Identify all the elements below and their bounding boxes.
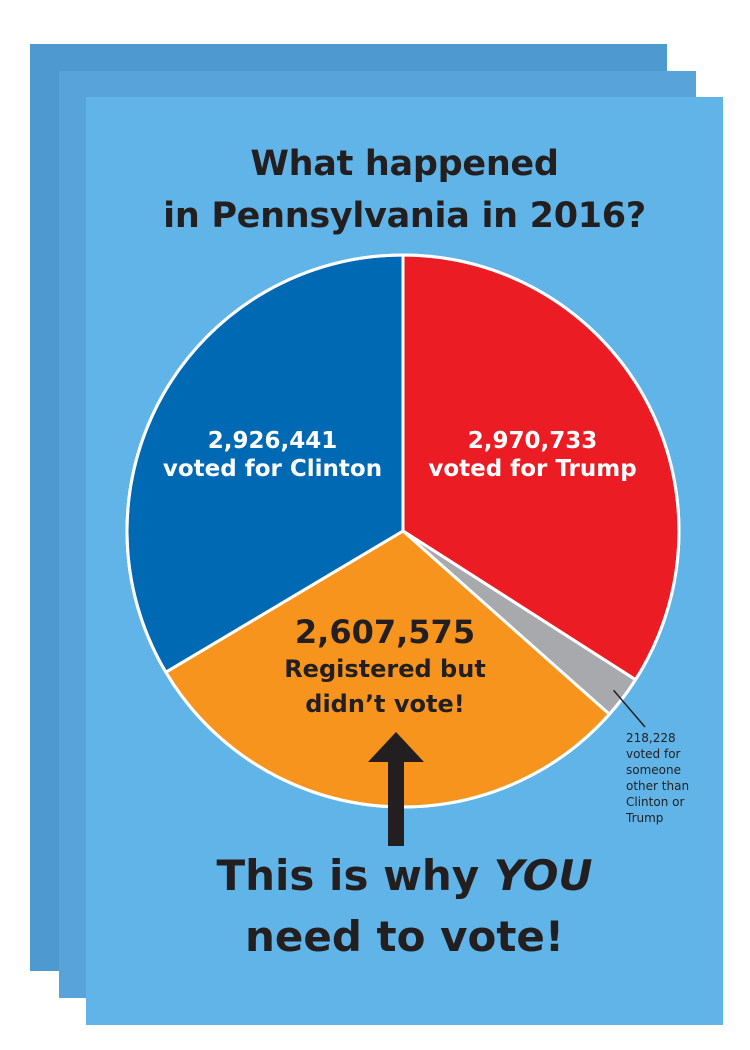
nonvote-value: 2,607,575 xyxy=(294,613,476,651)
clinton-value: 2,926,441 xyxy=(207,428,338,454)
cta-line-1: This is why YOU xyxy=(86,845,723,906)
arrow-shaft xyxy=(388,758,404,846)
other-label: 218,228 voted for someone other than Cli… xyxy=(626,730,721,826)
nonvote-label: 2,607,575 Registered but didn’t vote! xyxy=(240,612,530,722)
other-line-5: Trump xyxy=(626,811,664,825)
other-leader-line xyxy=(612,689,646,728)
other-line-1: voted for xyxy=(626,747,681,761)
arrow-head xyxy=(368,732,424,762)
cta-line-1-pre: This is why xyxy=(216,851,494,900)
chart-title: What happened in Pennsylvania in 2016? xyxy=(86,138,723,242)
clinton-text: voted for Clinton xyxy=(162,455,383,482)
other-line-4: Clinton or xyxy=(626,795,685,809)
cta-emphasis: YOU xyxy=(493,851,593,900)
trump-value: 2,970,733 xyxy=(467,428,598,454)
other-line-2: someone xyxy=(626,763,681,777)
nonvote-line-1: Registered but xyxy=(284,655,486,683)
other-line-3: other than xyxy=(626,779,690,793)
title-line-2: in Pennsylvania in 2016? xyxy=(163,196,646,236)
trump-label: 2,970,733 voted for Trump xyxy=(405,428,660,483)
title-line-1: What happened xyxy=(250,144,559,184)
clinton-label: 2,926,441 voted for Clinton xyxy=(140,428,405,483)
trump-text: voted for Trump xyxy=(428,455,637,482)
cta-line-2: need to vote! xyxy=(244,912,565,961)
call-to-action: This is why YOU need to vote! xyxy=(86,845,723,967)
pie-slices xyxy=(125,253,681,809)
nonvote-line-2: didn’t vote! xyxy=(305,690,465,718)
other-value: 218,228 xyxy=(626,731,676,745)
up-arrow xyxy=(368,732,424,846)
